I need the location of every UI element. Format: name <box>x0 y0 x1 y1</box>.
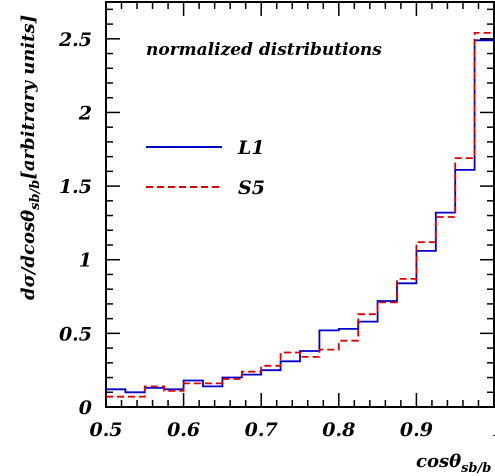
y-tick-label: 2.5 <box>58 29 92 51</box>
x-axis-title: cosθsb/b <box>416 451 491 476</box>
y-tick-label: 0.5 <box>59 323 92 345</box>
x-tick-label: 0.9 <box>400 419 433 441</box>
x-tick-label: 0.5 <box>89 419 122 441</box>
series-layer <box>106 32 494 398</box>
series-line-l1 <box>106 39 494 394</box>
x-tick-label: 1 <box>492 419 495 441</box>
legend-label-l1: L1 <box>237 137 265 159</box>
tick-labels: 0.50.60.70.80.9100.511.522.5 <box>58 29 495 441</box>
legend: L1 S5 <box>146 137 265 199</box>
plot-frame <box>105 1 495 408</box>
y-tick-label: 1.5 <box>59 176 92 198</box>
legend-label-s5: S5 <box>238 177 265 199</box>
y-axis-title: dσ/dcosθsb/b[arbitrary units] <box>18 15 43 300</box>
x-tick-label: 0.8 <box>322 419 355 441</box>
y-tick-label: 0 <box>79 397 92 419</box>
y-tick-label: 2 <box>78 102 92 124</box>
axis-ticks <box>105 2 495 408</box>
y-tick-label: 1 <box>79 250 92 272</box>
annotation-text: normalized distributions <box>146 40 382 60</box>
x-tick-label: 0.6 <box>167 419 200 441</box>
x-tick-label: 0.7 <box>245 419 278 441</box>
series-line-s5 <box>106 32 494 398</box>
